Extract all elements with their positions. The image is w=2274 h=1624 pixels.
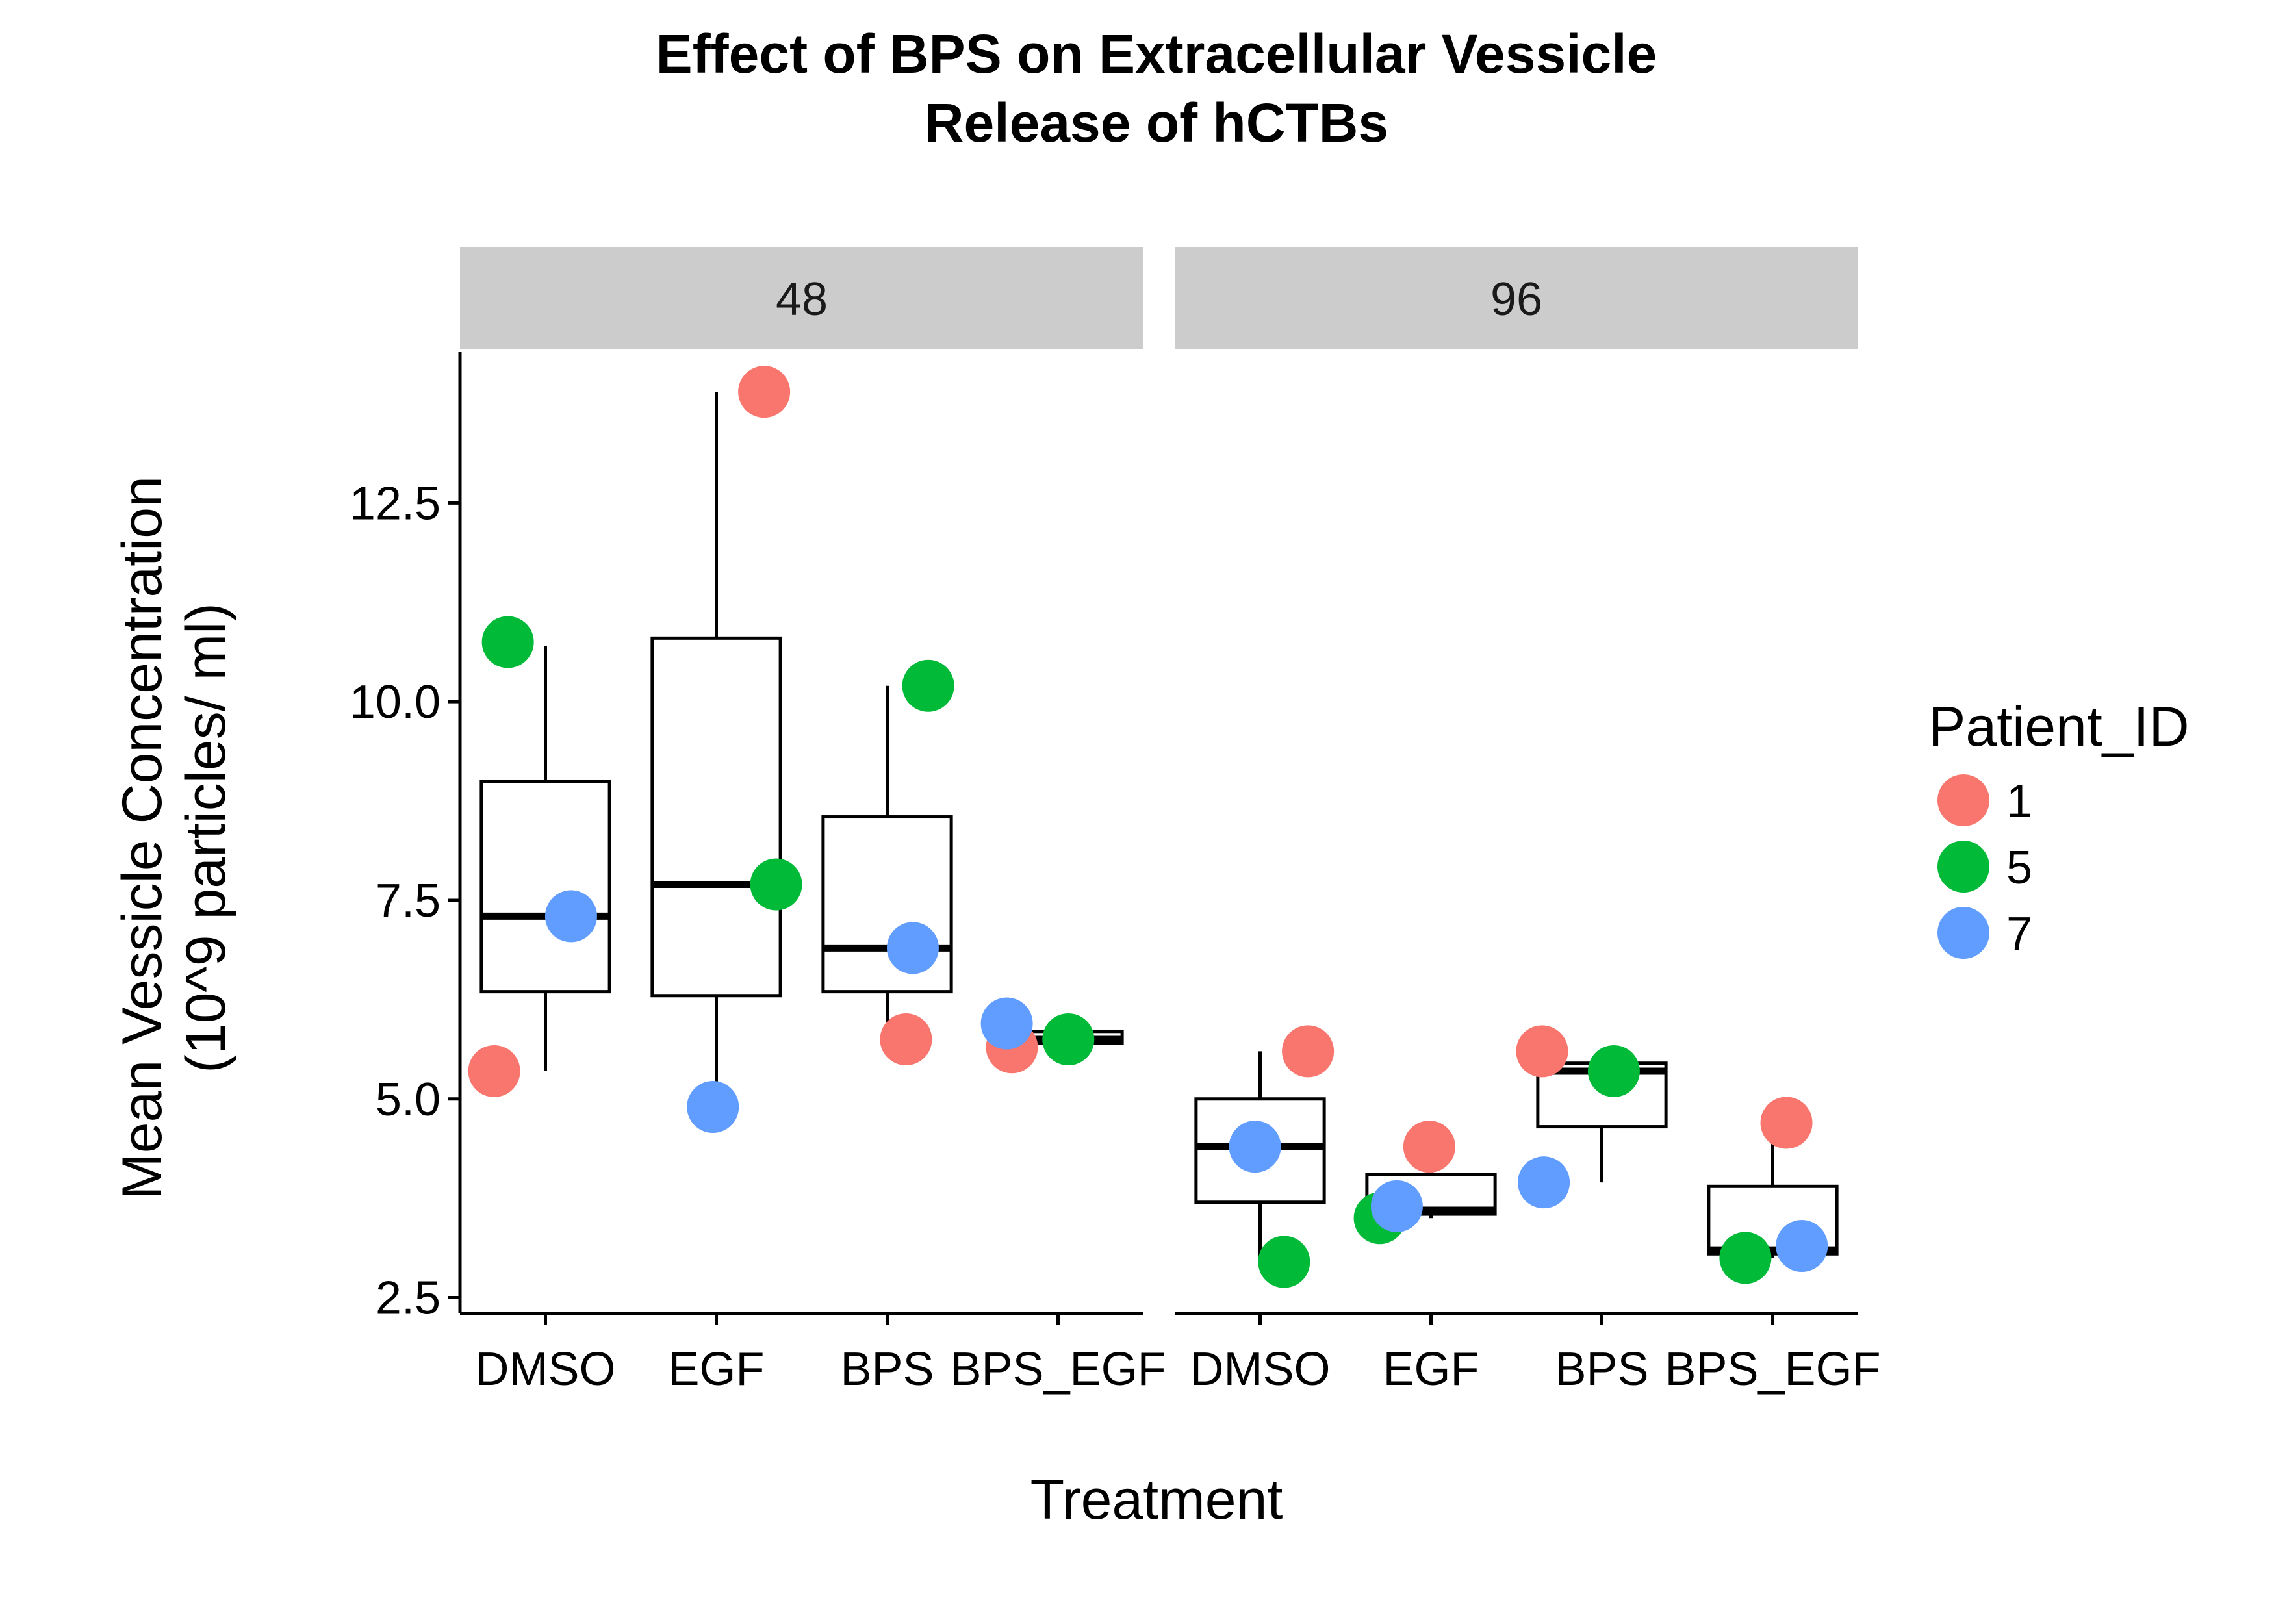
legend-label: 1: [2006, 776, 2032, 828]
y-axis: 2.5 5.0 7.5 10.0 12.5: [350, 477, 460, 1325]
boxplot-egf: [650, 392, 782, 1107]
data-point-patient-5: [1258, 1236, 1310, 1288]
data-point-patient-5: [750, 858, 802, 911]
legend: Patient_ID 1 5 7: [1928, 696, 2190, 960]
data-point-patient-7: [980, 997, 1033, 1050]
data-point-patient-5: [481, 616, 534, 668]
x-tick-label: EGF: [668, 1343, 764, 1395]
data-point-patient-5: [1042, 1013, 1095, 1066]
y-tick-label: 5.0: [376, 1074, 441, 1126]
x-tick-label: BPS: [1555, 1343, 1648, 1395]
legend-key-patient-1: [1937, 774, 1989, 826]
facet-strip-label: 96: [1490, 273, 1542, 325]
facet-strip: [1175, 247, 1858, 349]
legend-label: 5: [2006, 842, 2032, 894]
data-point-patient-7: [1370, 1180, 1423, 1232]
data-point-patient-5: [902, 659, 954, 712]
data-point-patient-1: [468, 1045, 520, 1097]
data-point-patient-1: [738, 366, 791, 418]
data-point-patient-1: [1760, 1097, 1813, 1149]
chart-title-line-1: Effect of BPS on Extracellular Vessicle: [656, 23, 1657, 84]
y-tick-label: 12.5: [350, 477, 441, 529]
facet-panel-96: 96 DMSO EGF BPS BPS_EGF: [1175, 247, 1881, 1395]
facet-strip-label: 48: [776, 273, 828, 325]
data-point-patient-1: [1403, 1121, 1455, 1173]
data-point-patient-7: [1776, 1220, 1828, 1273]
x-tick-label: BPS_EGF: [1665, 1343, 1880, 1395]
legend-key-patient-7: [1937, 907, 1989, 959]
chart-title-line-2: Release of hCTBs: [925, 92, 1388, 153]
facet-panel-48: 48 DMSO EGF BPS BPS_EGF: [458, 247, 1166, 1395]
data-point-patient-1: [880, 1013, 932, 1066]
y-axis-title-line-1: Mean Vessicle Concentration: [111, 476, 173, 1200]
x-tick-label: BPS_EGF: [950, 1343, 1166, 1395]
data-point-patient-7: [886, 922, 939, 974]
x-tick-label: EGF: [1383, 1343, 1479, 1395]
boxplot-dmso: [479, 646, 611, 1071]
data-point-patient-7: [687, 1080, 739, 1133]
data-point-patient-5: [1719, 1232, 1772, 1284]
data-point-patient-5: [1587, 1045, 1640, 1097]
data-point-patient-1: [1282, 1025, 1335, 1078]
y-tick-label: 7.5: [376, 875, 441, 927]
box-iqr: [479, 779, 611, 994]
facet-panels: 48 DMSO EGF BPS BPS_EGF 96 DMSO EGF BPS BPS_EGF: [458, 247, 1881, 1395]
x-tick-label: DMSO: [1190, 1343, 1331, 1395]
legend-label: 7: [2006, 908, 2032, 960]
legend-key-patient-5: [1937, 841, 1989, 893]
box-iqr: [650, 636, 782, 998]
data-point-patient-7: [1229, 1121, 1281, 1173]
y-axis-title-line-2: (10^9 particles/ ml): [175, 603, 237, 1073]
y-tick-label: 10.0: [350, 676, 441, 728]
data-point-patient-7: [544, 890, 597, 943]
x-axis-title: Treatment: [1030, 1469, 1283, 1531]
facet-strip: [460, 247, 1143, 349]
legend-title: Patient_ID: [1928, 696, 2190, 758]
boxplot-bps: [821, 685, 953, 1040]
x-tick-label: DMSO: [476, 1343, 616, 1395]
y-tick-label: 2.5: [376, 1273, 441, 1325]
data-point-patient-1: [1516, 1025, 1568, 1078]
x-tick-label: BPS: [840, 1343, 934, 1395]
data-point-patient-7: [1518, 1156, 1570, 1209]
